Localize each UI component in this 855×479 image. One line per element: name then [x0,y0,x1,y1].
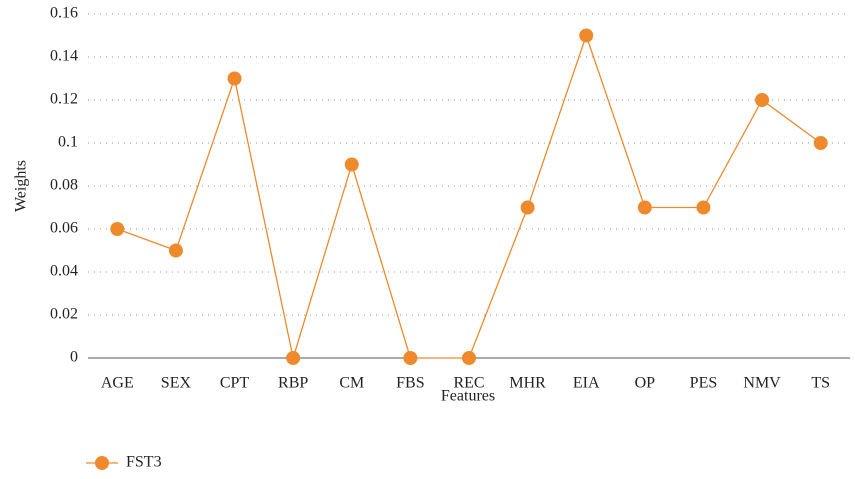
point [755,93,770,107]
x-tick-label: CM [339,375,364,392]
y-tick-label: 0.06 [50,220,78,237]
x-tick-label: OP [635,375,656,392]
point [227,71,242,86]
legend-label: FST3 [126,454,162,471]
x-tick-label: MHR [509,375,546,392]
x-tick-label: AGE [101,375,134,392]
x-tick-label: EIA [573,375,600,392]
x-tick-label: REC [453,375,484,392]
y-tick-label: 0.08 [50,177,78,194]
series-line [117,33,822,359]
y-axis-title: Weights [13,160,30,212]
point [344,157,359,172]
y-tick-label: 0 [70,349,78,366]
x-tick-label: SEX [161,375,192,392]
y-tick-label: 0.04 [50,263,78,280]
point [696,200,711,215]
point [813,136,828,150]
point [403,351,418,365]
point [579,28,594,43]
point [110,222,125,236]
x-tick-label: CPT [220,375,250,392]
x-tick-label: NMV [743,375,781,392]
point [637,200,652,215]
x-tick-label: FBS [396,375,424,392]
y-tick-label: 0.16 [50,5,78,22]
x-axis-title: Features [441,388,495,405]
point [520,200,535,215]
y-tick-label: 0.1 [58,134,78,151]
y-tick-label: 0.14 [50,48,78,65]
y-tick-label: 0.02 [50,306,78,323]
x-tick-label: TS [811,375,830,392]
point [168,243,183,258]
legend-marker [95,456,109,470]
y-tick-label: 0.12 [50,91,78,108]
point [462,351,476,365]
point [286,351,301,365]
x-tick-label: PES [690,375,718,392]
x-tick-label: RBP [278,375,308,392]
